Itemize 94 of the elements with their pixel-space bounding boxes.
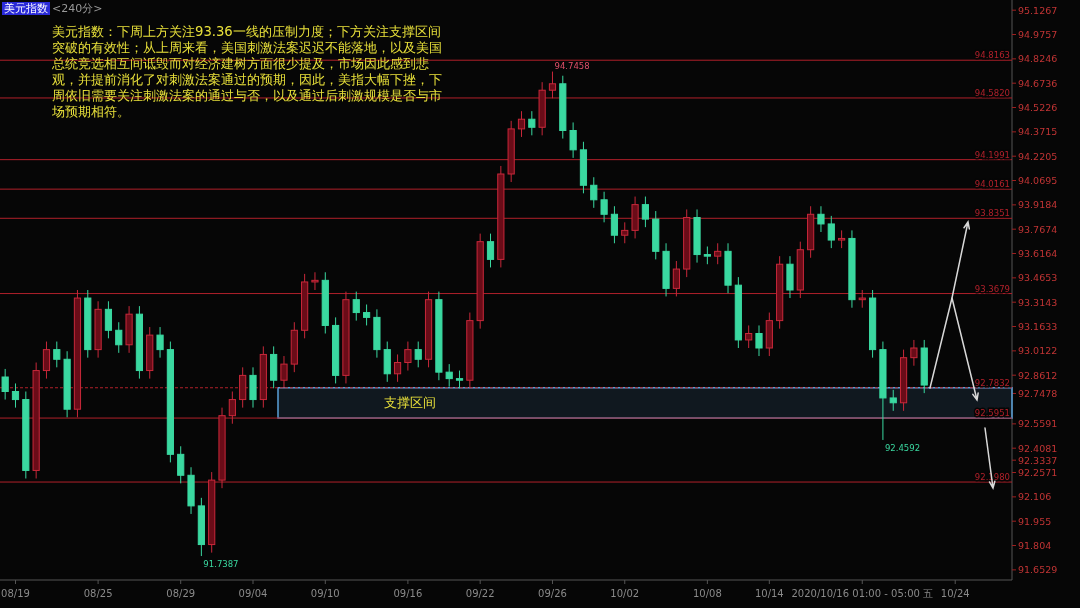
candlestick — [641, 196, 650, 228]
candlestick — [1, 368, 9, 401]
ref-line: 92.7832 — [0, 377, 1013, 389]
candlestick — [362, 304, 371, 326]
ref-line-label: 94.8163 — [974, 50, 1010, 61]
chart-subtitle: <240分> — [52, 2, 103, 15]
candlestick — [445, 363, 453, 388]
ref-line: 93.8351 — [0, 208, 1013, 219]
y-tick-label: 93.9184 — [1018, 199, 1058, 211]
y-tick-label: 93.4653 — [1018, 272, 1058, 284]
ref-line: 94.0161 — [0, 179, 1013, 190]
y-tick-label: 92.8612 — [1018, 369, 1058, 381]
x-tick-label: 09/22 — [465, 588, 495, 599]
candlestick — [280, 355, 288, 389]
candlestick — [414, 341, 422, 368]
candlestick — [393, 353, 402, 383]
candlestick — [404, 341, 412, 372]
y-tick-label: 92.5591 — [1018, 418, 1058, 430]
candlestick — [610, 205, 619, 244]
x-tick-label: 09/04 — [238, 588, 268, 599]
y-tick-label: 94.3715 — [1018, 126, 1058, 138]
candlestick — [42, 341, 51, 380]
x-tick-label: 09/16 — [393, 588, 423, 599]
candlestick — [352, 291, 360, 322]
candlestick — [548, 71, 557, 99]
y-tick-label: 94.8246 — [1018, 53, 1058, 65]
x-tick-label: 08/29 — [166, 588, 196, 599]
candlestick — [11, 382, 20, 409]
candlestick — [156, 326, 164, 359]
ref-line-label: 94.1991 — [974, 149, 1010, 160]
ref-line-label: 93.3679 — [974, 283, 1010, 294]
ref-line: 92.5951 — [0, 408, 1013, 419]
candlestick — [53, 341, 61, 368]
ref-line-label: 92.5951 — [974, 408, 1010, 419]
candlestick — [590, 176, 598, 209]
candlestick — [569, 121, 577, 159]
ref-line-label: 94.0161 — [974, 179, 1010, 190]
candlestick — [228, 391, 236, 425]
candlestick — [115, 321, 123, 354]
y-tick-label: 94.5226 — [1018, 102, 1058, 114]
x-tick-label: 10/24 — [940, 588, 970, 599]
y-tick-label: 95.1267 — [1018, 4, 1058, 16]
annotation: 美元指数：下周上方关注93.36一线的压制力度；下方关注支撑区间突破的有效性；从上周来看，美国刺激法案迟迟不能落地，以及美国总统竞选相互间诋毁而对经济建树方面很少提及，市场因此感到悲观，并提前消化了对刺激法案通过的预期，因此，美指大幅下挫，下周依旧需要关注刺激法案的通过与否，以及通过后刺激规模是否与市场预期相符。 — [52, 24, 443, 120]
y-tick-label: 93.6164 — [1018, 248, 1058, 260]
y-tick-label: 94.9757 — [1018, 29, 1058, 41]
x-tick-label: 08/25 — [83, 588, 113, 599]
x-tick-label: 10/02 — [610, 588, 640, 599]
x-tick-label: 09/10 — [310, 588, 340, 599]
y-tick-label: 92.7478 — [1018, 387, 1058, 399]
candlestick — [672, 260, 680, 297]
annotation: 92.4592 — [884, 442, 921, 453]
candlestick — [311, 271, 319, 291]
y-tick-label: 94.2205 — [1018, 150, 1058, 162]
candlestick — [827, 215, 835, 249]
ref-line-label: 94.5820 — [974, 87, 1010, 98]
y-tick-label: 92.4081 — [1018, 442, 1058, 454]
y-tick-label: 92.2571 — [1018, 467, 1058, 479]
y-tick-label: 91.6529 — [1018, 564, 1058, 576]
chart-title: 美元指数 — [2, 2, 50, 15]
x-tick-label: 2020/10/16 01:00 - 05:00 五 — [791, 588, 934, 599]
x-tick-label: 10/08 — [692, 588, 722, 599]
candlestick — [889, 389, 897, 412]
annotation: 94.7458 — [554, 60, 590, 71]
candlestick — [528, 110, 536, 136]
candlestick — [910, 339, 918, 367]
candlestick — [600, 191, 608, 223]
candlestick — [714, 242, 722, 265]
candlestick — [177, 445, 185, 484]
candlestick — [517, 110, 526, 138]
x-tick-label: 10/14 — [754, 588, 784, 599]
y-tick-label: 94.0695 — [1018, 175, 1058, 187]
y-tick-label: 92.106 — [1018, 491, 1052, 503]
x-tick-label: 08/19 — [1, 588, 30, 599]
candlestick — [745, 324, 753, 349]
candlestick — [104, 300, 113, 339]
y-tick-label: 93.7674 — [1018, 223, 1058, 235]
candlestick — [486, 233, 495, 268]
y-tick-label: 91.955 — [1018, 515, 1052, 527]
candlestick — [817, 205, 825, 233]
y-tick-label: 91.804 — [1018, 540, 1052, 552]
x-tick-label: 09/26 — [538, 588, 567, 599]
y-tick-label: 93.0122 — [1018, 345, 1058, 357]
candlestick — [755, 324, 763, 357]
ref-line: 93.3679 — [0, 283, 1013, 295]
y-tick-label: 93.1633 — [1018, 321, 1058, 333]
ref-line-label: 92.7832 — [974, 377, 1010, 388]
y-tick-label: 92.3337 — [1018, 454, 1058, 466]
ref-line-label: 93.8351 — [974, 208, 1010, 219]
ref-line: 94.1991 — [0, 149, 1013, 161]
annotation: 91.7387 — [203, 559, 239, 570]
band-label: 支撑区间 — [384, 395, 436, 411]
y-tick-label: 94.6736 — [1018, 77, 1058, 89]
candlestick — [621, 221, 629, 244]
y-tick-label: 93.3143 — [1018, 296, 1058, 308]
